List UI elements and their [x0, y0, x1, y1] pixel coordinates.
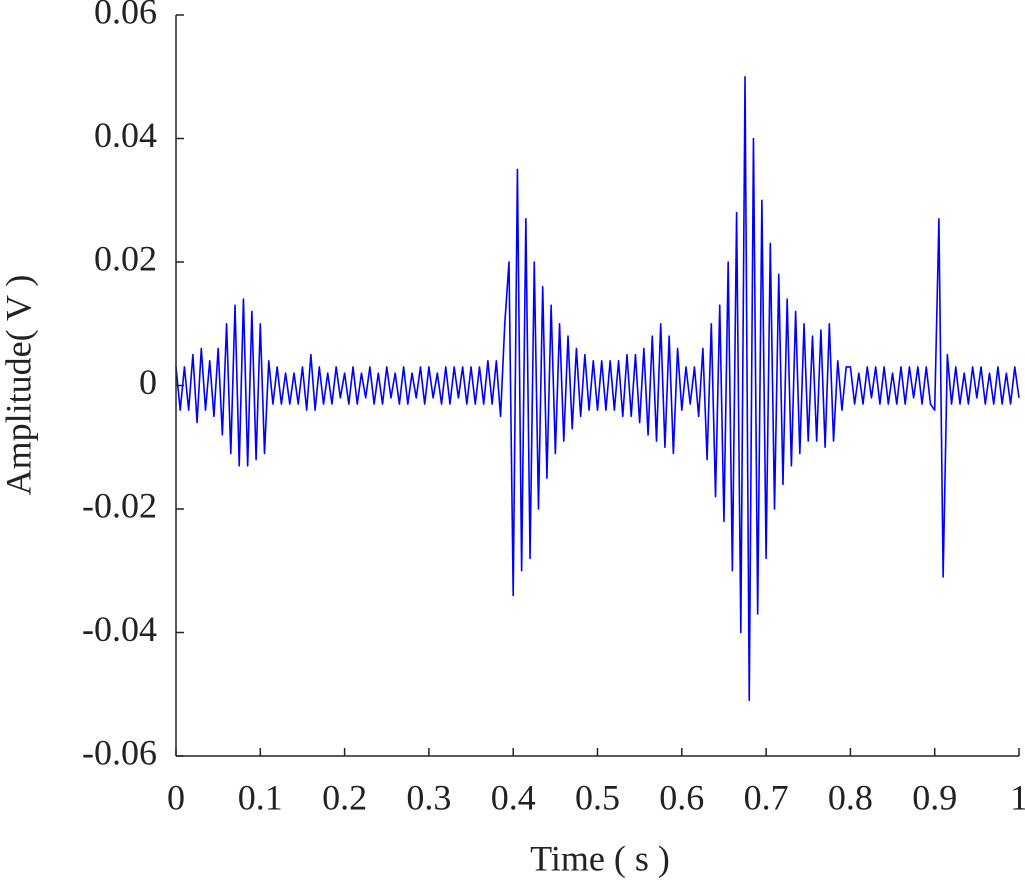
x-tick-label: 0.8: [828, 777, 873, 817]
y-tick-label: -0.04: [82, 609, 157, 649]
x-tick-label: 0.1: [238, 777, 283, 817]
x-tick-label: 0.9: [912, 777, 957, 817]
x-tick-label: 0.6: [659, 777, 704, 817]
x-tick-label: 0: [167, 777, 185, 817]
x-tick-label: 0.3: [406, 777, 451, 817]
x-axis-label: Time ( s ): [530, 838, 670, 878]
y-axis-label: Amplitude( V ): [0, 275, 38, 496]
y-tick-label: 0: [139, 362, 157, 402]
x-tick-label: 0.4: [491, 777, 536, 817]
y-tick-label: 0.06: [94, 0, 157, 31]
y-tick-label: 0.04: [94, 115, 157, 155]
x-tick-label: 0.2: [322, 777, 367, 817]
x-tick-label: 0.5: [575, 777, 620, 817]
y-tick-label: -0.02: [82, 485, 157, 525]
x-tick-label: 0.7: [744, 777, 789, 817]
signal-line: [175, 75, 1020, 702]
y-tick-label: -0.06: [82, 732, 157, 772]
y-tick-label: 0.02: [94, 238, 157, 278]
x-tick-label: 1: [1010, 777, 1025, 817]
